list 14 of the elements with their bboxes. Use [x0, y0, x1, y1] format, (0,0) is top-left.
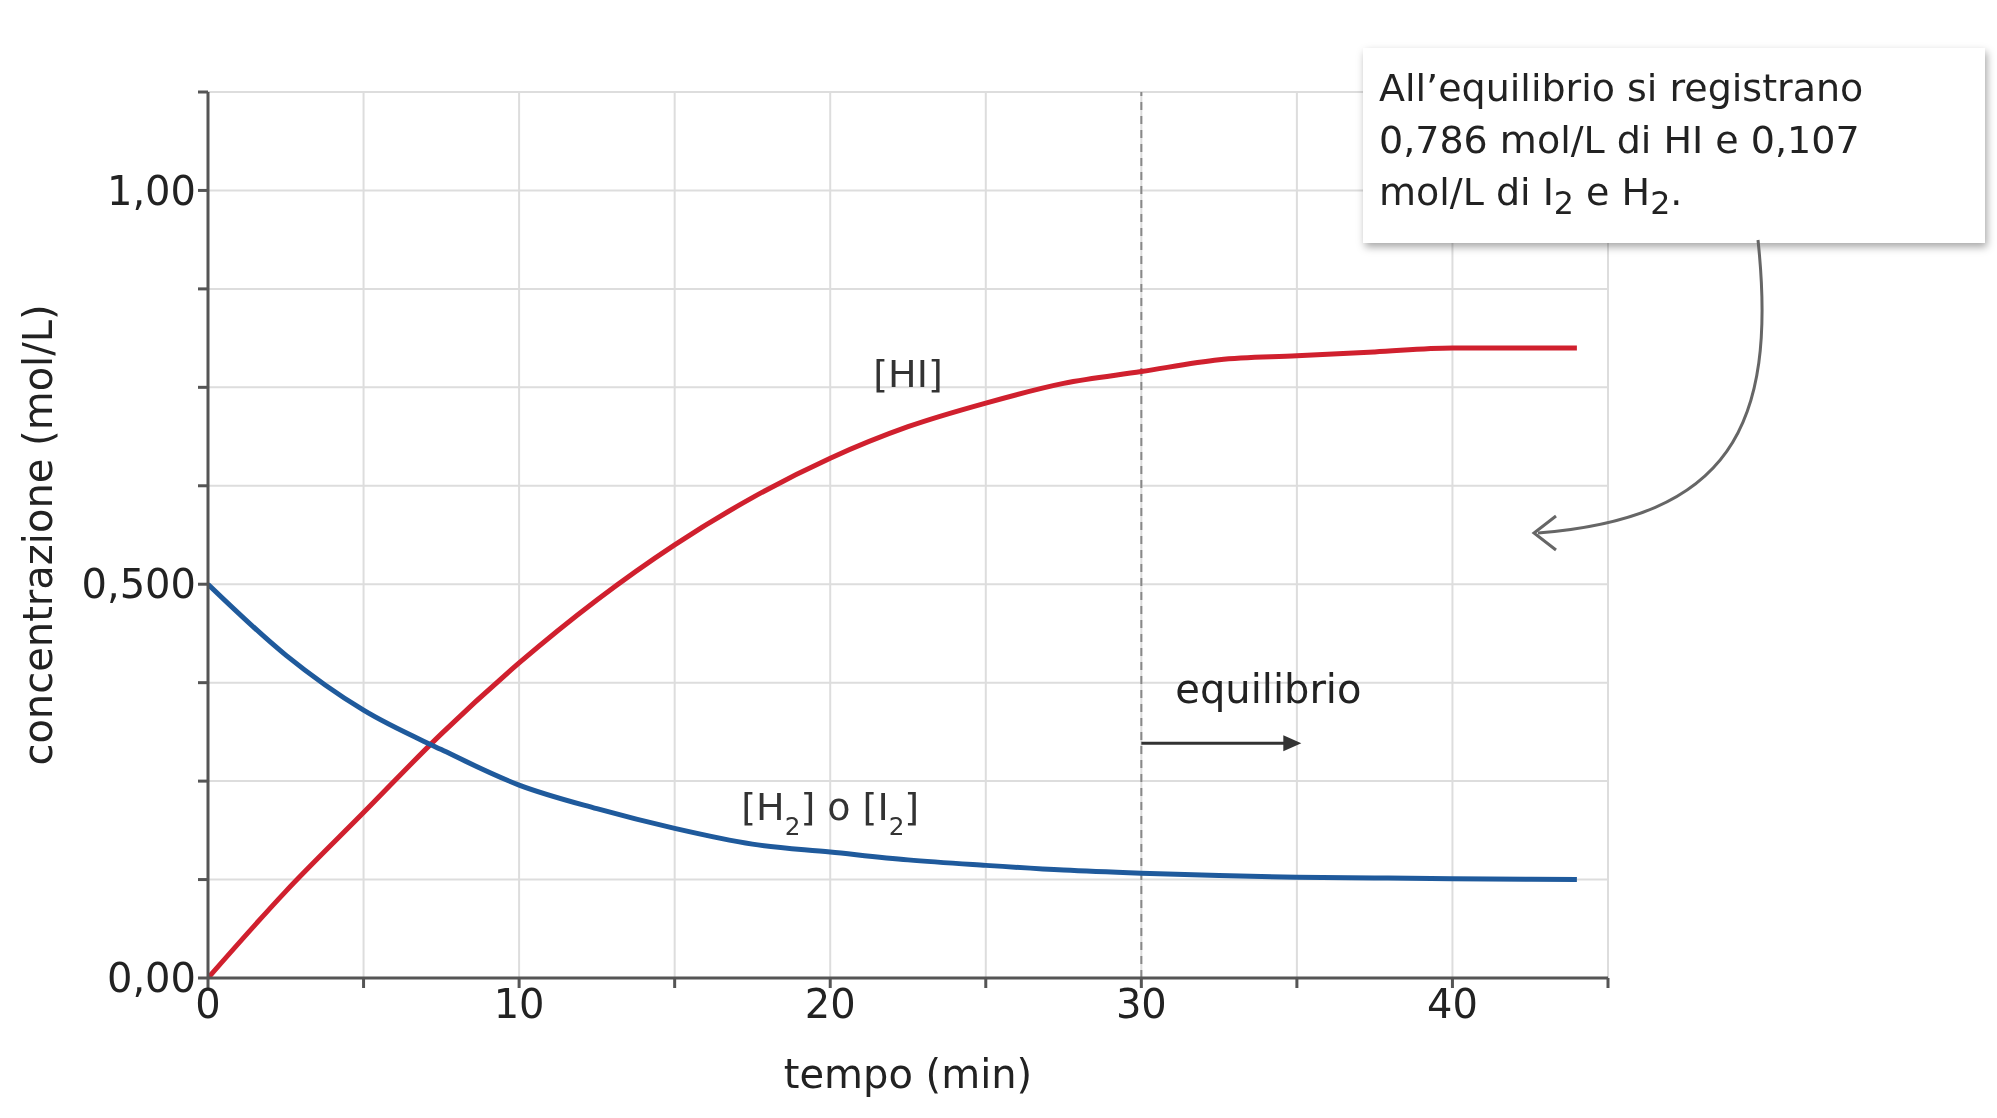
y-tick-label: 1,00: [106, 167, 196, 214]
x-tick-label: 10: [493, 981, 545, 1028]
y-tick-label: 0,500: [81, 561, 196, 608]
y-axis-title: concentrazione (mol/L): [15, 304, 62, 766]
series-label: [H$_{2}$] o [I$_{2}$]: [741, 784, 920, 841]
callout-box: All’equilibrio si registrano 0,786 mol/L di HI e 0,107 mol/L di I$_{2}$ e H$_{2}$.: [1363, 48, 1985, 243]
x-tick-label: 0: [195, 981, 221, 1028]
series-label: [HI]: [873, 351, 943, 396]
x-tick-label: 20: [804, 981, 856, 1028]
ref-line-label: equilibrio: [1175, 666, 1362, 713]
x-tick-label: 30: [1115, 981, 1167, 1028]
x-axis-title: tempo (min): [783, 1051, 1033, 1097]
x-tick-label: 40: [1426, 981, 1478, 1028]
y-tick-label: 0,00: [106, 955, 196, 1002]
